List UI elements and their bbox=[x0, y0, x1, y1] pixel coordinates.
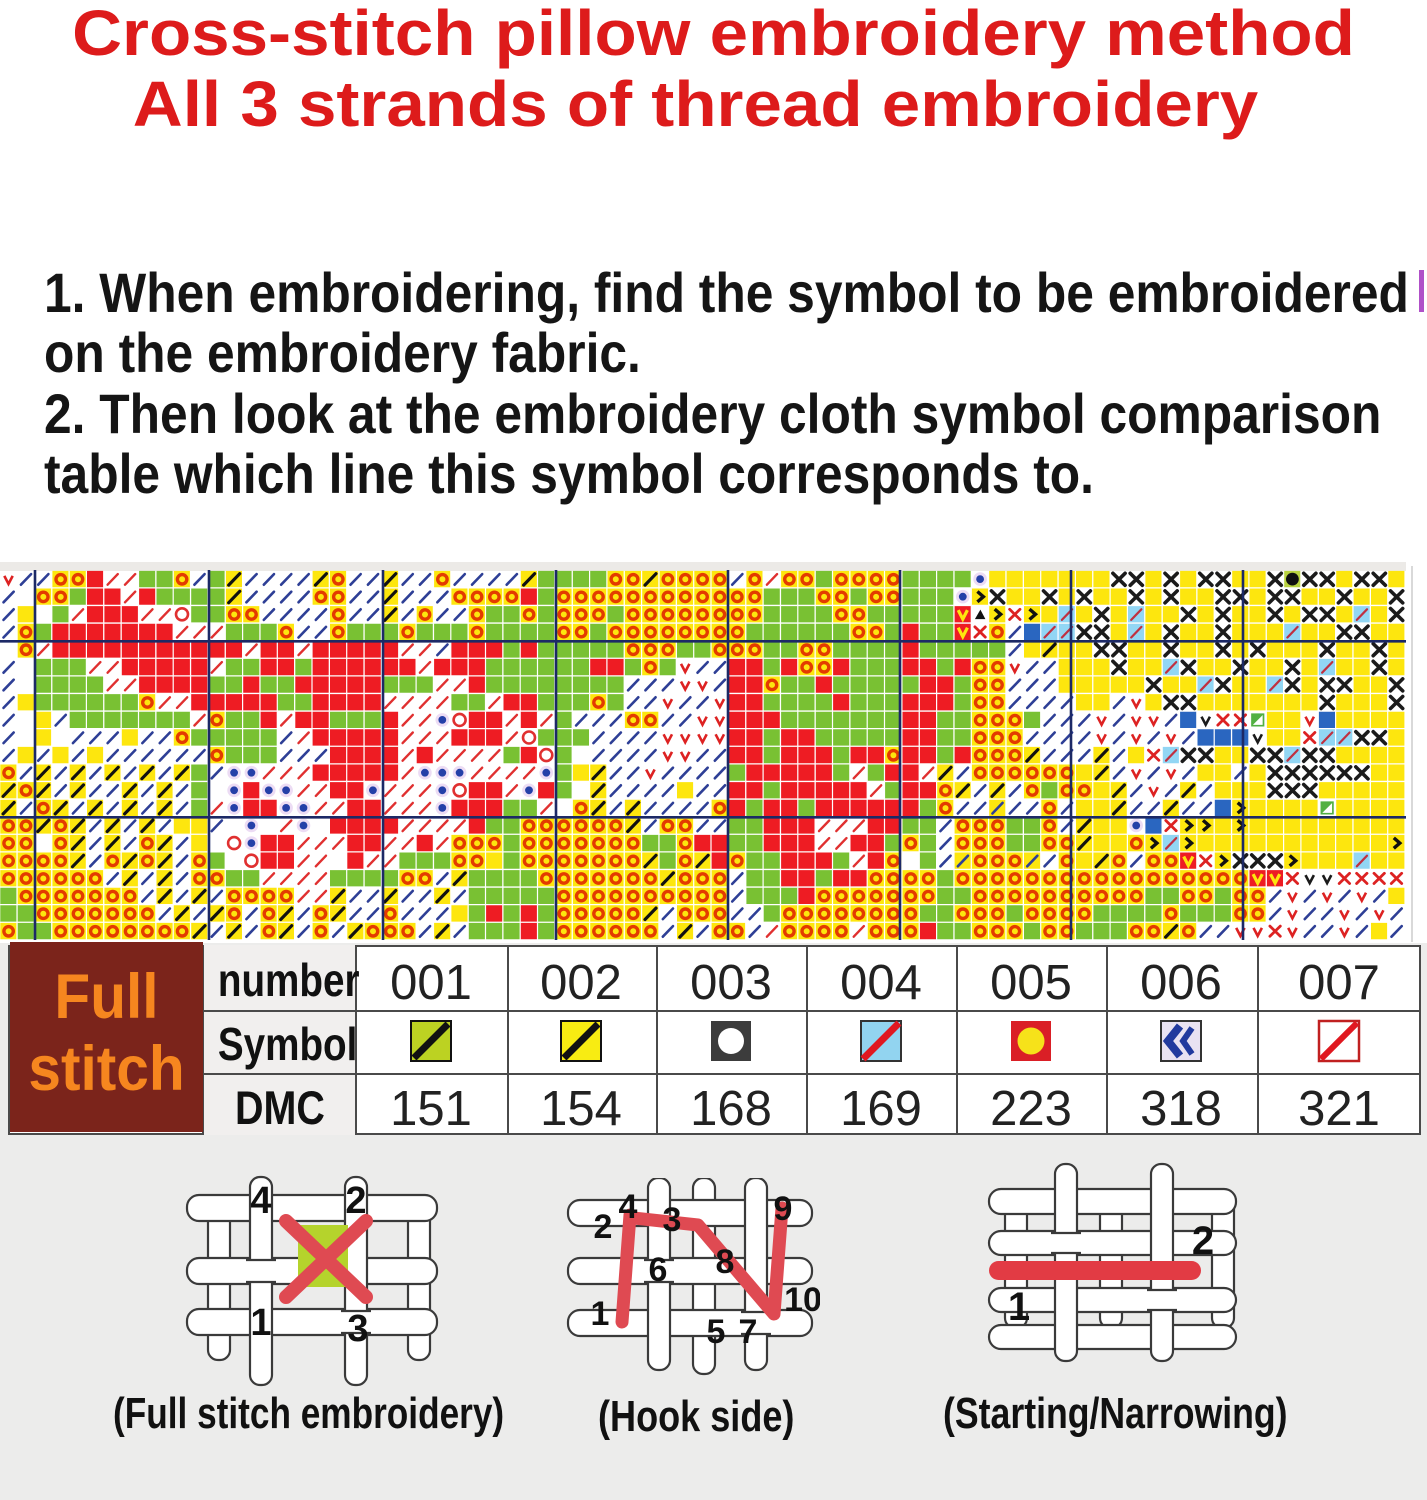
svg-text:1: 1 bbox=[591, 1295, 610, 1333]
svg-text:2: 2 bbox=[1192, 1219, 1214, 1263]
svg-text:2: 2 bbox=[345, 1180, 366, 1222]
svg-text:5: 5 bbox=[707, 1313, 726, 1351]
svg-text:7: 7 bbox=[739, 1313, 758, 1351]
svg-text:1: 1 bbox=[250, 1302, 271, 1344]
svg-text:9: 9 bbox=[774, 1190, 793, 1228]
svg-text:4: 4 bbox=[619, 1188, 638, 1226]
svg-text:10: 10 bbox=[784, 1281, 820, 1319]
svg-text:4: 4 bbox=[250, 1180, 271, 1222]
svg-text:1: 1 bbox=[1008, 1285, 1030, 1329]
svg-text:6: 6 bbox=[649, 1251, 668, 1289]
svg-text:3: 3 bbox=[663, 1201, 682, 1239]
svg-text:2: 2 bbox=[594, 1208, 613, 1246]
svg-text:3: 3 bbox=[347, 1308, 368, 1350]
svg-text:8: 8 bbox=[716, 1243, 735, 1281]
